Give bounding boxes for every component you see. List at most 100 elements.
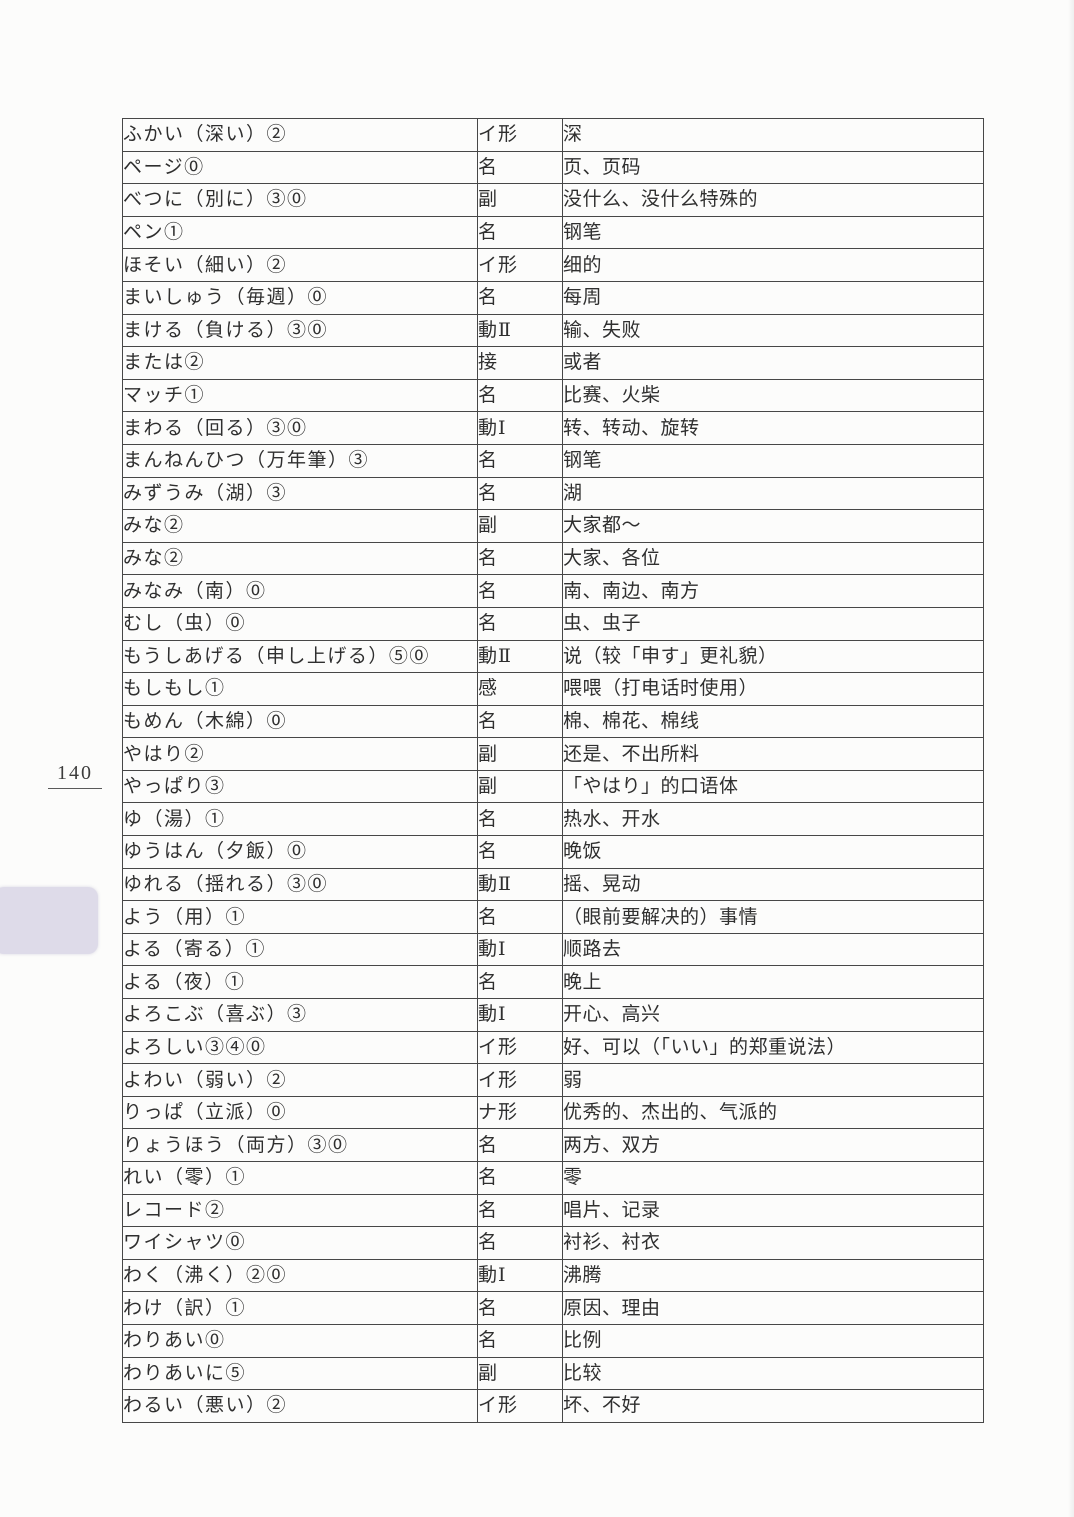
- meaning-cell: 沸腾: [562, 1258, 984, 1293]
- meaning-cell: 开心、高兴: [562, 998, 984, 1032]
- word-cell: わるい（悪い）②: [122, 1389, 478, 1423]
- margin-tab-marker: [0, 887, 98, 954]
- table-row: りょうほう（両方）③⓪ 名两方、双方: [122, 1128, 984, 1162]
- table-row: または② 接或者: [122, 346, 984, 380]
- pos-cell: 名: [477, 1226, 563, 1260]
- meaning-cell: 「やはり」的口语体: [562, 769, 984, 804]
- pos-cell: 副: [477, 509, 563, 543]
- table-row: まわる（回る）③⓪ 動Ⅰ 转、转动、旋转: [122, 411, 984, 445]
- meaning-cell: 好、可以（「いい」的郑重说法）: [562, 1030, 984, 1065]
- meaning-cell: 原因、理由: [562, 1291, 984, 1325]
- table-row: もめん（木綿）⓪ 名棉、棉花、棉线: [122, 704, 984, 739]
- table-row: よろこぶ（喜ぶ）③ 動Ⅰ 开心、高兴: [122, 998, 984, 1032]
- word-cell: ゆ（湯）①: [122, 802, 478, 837]
- word-cell: まける（負ける）③⓪: [122, 313, 478, 348]
- meaning-cell: 转、转动、旋转: [562, 411, 984, 445]
- meaning-cell: 坏、不好: [562, 1389, 984, 1423]
- pos-cell: 動Ⅱ: [477, 639, 563, 674]
- table-row: りっぱ（立派）⓪ ナ形 优秀的、杰出的、气派的: [122, 1095, 984, 1130]
- word-cell: ゆうはん（夕飯）⓪: [122, 835, 478, 869]
- word-cell: ページ⓪: [122, 150, 478, 185]
- table-row: ゆれる（揺れる）③⓪ 動Ⅱ 摇、晃动: [122, 867, 984, 902]
- table-row: もうしあげる（申し上げる）⑤⓪ 動Ⅱ 说（较「申す」更礼貌）: [122, 639, 984, 674]
- meaning-cell: 零: [562, 1161, 984, 1195]
- pos-cell: 名: [477, 443, 563, 478]
- pos-cell: 名: [477, 280, 563, 315]
- meaning-cell: 唱片、记录: [562, 1193, 984, 1228]
- pos-cell: 接: [477, 346, 563, 380]
- word-cell: まわる（回る）③⓪: [122, 411, 478, 445]
- pos-cell: 副: [477, 1356, 563, 1391]
- table-row: ゆ（湯）① 名热水、开水: [122, 802, 984, 837]
- meaning-cell: 大家、各位: [562, 541, 984, 576]
- meaning-cell: （眼前要解决的）事情: [562, 900, 984, 934]
- word-cell: よる（寄る）①: [122, 932, 478, 967]
- table-row: レコード② 名唱片、记录: [122, 1193, 984, 1228]
- word-cell: れい（零）①: [122, 1161, 478, 1195]
- meaning-cell: 虫、虫子: [562, 606, 984, 641]
- meaning-cell: 说（较「申す」更礼貌）: [562, 639, 984, 674]
- table-row: まいしゅう（毎週）⓪ 名每周: [122, 280, 984, 315]
- pos-cell: ナ形: [477, 1095, 563, 1130]
- pos-cell: イ形: [477, 1389, 563, 1423]
- meaning-cell: 晚饭: [562, 835, 984, 869]
- table-row: わりあいに⑤ 副比较: [122, 1356, 984, 1391]
- word-cell: わく（沸く）②⓪: [122, 1258, 478, 1293]
- word-cell: よわい（弱い）②: [122, 1063, 478, 1097]
- meaning-cell: 每周: [562, 280, 984, 315]
- word-cell: よう（用）①: [122, 900, 478, 934]
- meaning-cell: 没什么、没什么特殊的: [562, 183, 984, 217]
- word-cell: やっぱり③: [122, 769, 478, 804]
- pos-cell: イ形: [477, 118, 563, 152]
- meaning-cell: 还是、不出所料: [562, 737, 984, 771]
- meaning-cell: 棉、棉花、棉线: [562, 704, 984, 739]
- word-cell: もめん（木綿）⓪: [122, 704, 478, 739]
- word-cell: レコード②: [122, 1193, 478, 1228]
- table-row: ほそい（細い）② イ形 细的: [122, 248, 984, 282]
- word-cell: わりあい⓪: [122, 1323, 478, 1358]
- pos-cell: 名: [477, 574, 563, 608]
- pos-cell: 名: [477, 802, 563, 837]
- pos-cell: 動Ⅱ: [477, 313, 563, 348]
- table-row: れい（零）① 名零: [122, 1161, 984, 1195]
- word-cell: べつに（別に）③⓪: [122, 183, 478, 217]
- pos-cell: 副: [477, 737, 563, 771]
- table-row: まける（負ける）③⓪ 動Ⅱ 输、失败: [122, 313, 984, 348]
- meaning-cell: 优秀的、杰出的、气派的: [562, 1095, 984, 1130]
- meaning-cell: 顺路去: [562, 932, 984, 967]
- meaning-cell: 喂喂（打电话时使用）: [562, 672, 984, 706]
- page-number: 140: [48, 762, 102, 789]
- word-cell: みな②: [122, 509, 478, 543]
- word-cell: みな②: [122, 541, 478, 576]
- pos-cell: 名: [477, 1128, 563, 1162]
- word-cell: りょうほう（両方）③⓪: [122, 1128, 478, 1162]
- word-cell: または②: [122, 346, 478, 380]
- table-row: わく（沸く）②⓪ 動Ⅰ 沸腾: [122, 1258, 984, 1293]
- table-row: ワイシャツ⓪ 名衬衫、衬衣: [122, 1226, 984, 1260]
- word-cell: ペン①: [122, 215, 478, 250]
- pos-cell: 名: [477, 704, 563, 739]
- word-cell: よろしい③④⓪: [122, 1030, 478, 1065]
- meaning-cell: 热水、开水: [562, 802, 984, 837]
- pos-cell: 副: [477, 183, 563, 217]
- table-row: やっぱり③ 副「やはり」的口语体: [122, 769, 984, 804]
- pos-cell: 副: [477, 769, 563, 804]
- pos-cell: イ形: [477, 248, 563, 282]
- table-row: わりあい⓪ 名比例: [122, 1323, 984, 1358]
- meaning-cell: 细的: [562, 248, 984, 282]
- meaning-cell: 摇、晃动: [562, 867, 984, 902]
- pos-cell: 名: [477, 965, 563, 1000]
- meaning-cell: 输、失败: [562, 313, 984, 348]
- table-row: ふかい（深い）② イ形深: [122, 118, 984, 152]
- table-row: むし（虫）⓪ 名虫、虫子: [122, 606, 984, 641]
- meaning-cell: 比赛、火柴: [562, 378, 984, 413]
- pos-cell: 動Ⅰ: [477, 411, 563, 445]
- meaning-cell: 钢笔: [562, 215, 984, 250]
- meaning-cell: 弱: [562, 1063, 984, 1097]
- meaning-cell: 或者: [562, 346, 984, 380]
- table-row: べつに（別に）③⓪ 副没什么、没什么特殊的: [122, 183, 984, 217]
- word-cell: むし（虫）⓪: [122, 606, 478, 641]
- table-row: みな② 副大家都～: [122, 509, 984, 543]
- table-row: よわい（弱い）② イ形弱: [122, 1063, 984, 1097]
